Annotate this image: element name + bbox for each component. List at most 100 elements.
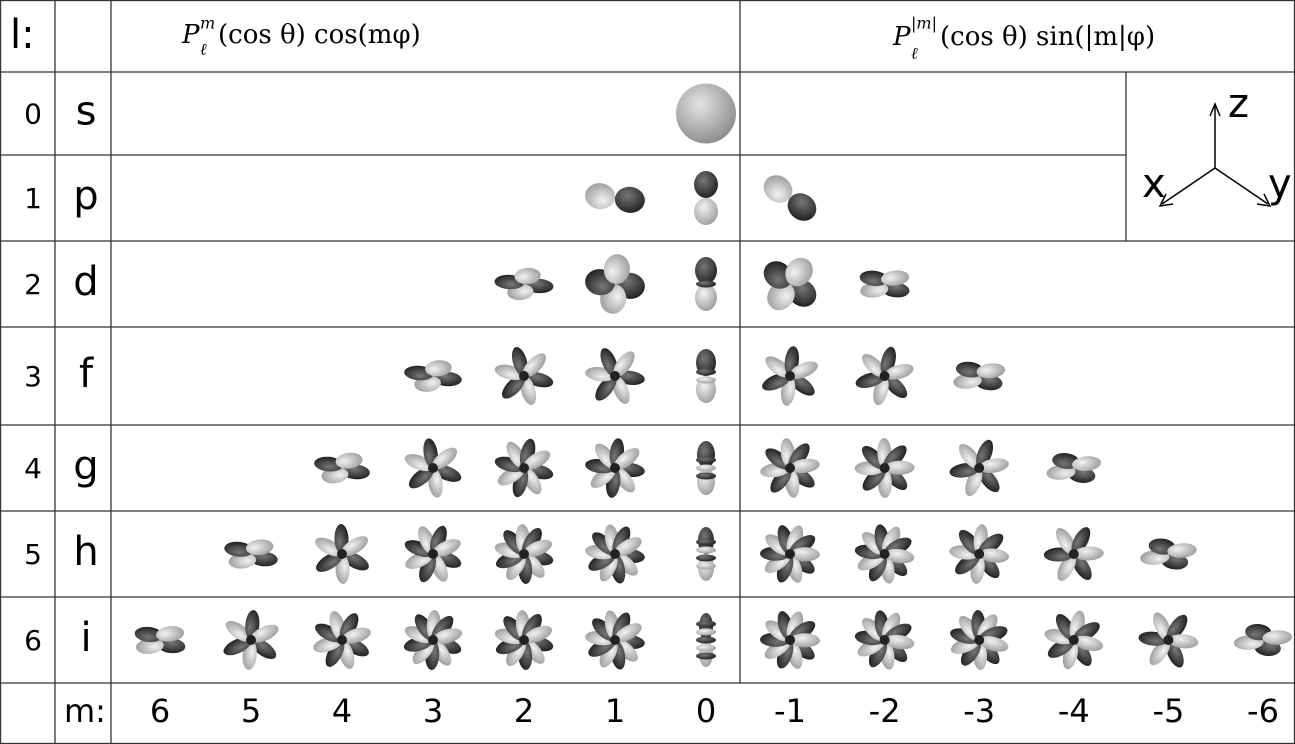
petals bbox=[494, 524, 554, 584]
m-value: 4 bbox=[332, 692, 352, 730]
orbital-glyph bbox=[949, 524, 1010, 584]
lobe bbox=[432, 447, 458, 470]
petals bbox=[494, 347, 554, 405]
lobe bbox=[603, 254, 630, 285]
core bbox=[1068, 549, 1079, 559]
orbital-glyph bbox=[1044, 610, 1104, 670]
m-value: -2 bbox=[869, 692, 901, 730]
petals bbox=[585, 254, 645, 314]
formula-sub: ℓ bbox=[200, 40, 207, 59]
petals bbox=[1233, 624, 1293, 656]
petals bbox=[855, 346, 914, 406]
core bbox=[785, 549, 795, 559]
core bbox=[879, 371, 890, 381]
core bbox=[879, 635, 890, 645]
orbital-glyph bbox=[760, 611, 820, 669]
orbital-glyph bbox=[763, 257, 817, 311]
petals bbox=[763, 257, 817, 311]
orbital-glyph bbox=[585, 438, 645, 498]
lobe bbox=[695, 257, 717, 284]
l-value: 0 bbox=[24, 98, 42, 131]
lobe bbox=[250, 638, 277, 659]
orbital-glyph bbox=[494, 524, 554, 584]
lobe bbox=[502, 374, 526, 399]
lobe bbox=[697, 441, 715, 468]
lobe bbox=[789, 374, 815, 396]
lobe bbox=[860, 282, 889, 298]
lobe bbox=[522, 353, 546, 378]
lobe bbox=[612, 375, 630, 404]
lobe bbox=[765, 356, 791, 378]
lobe bbox=[523, 450, 551, 471]
core bbox=[428, 463, 438, 473]
l-value: 1 bbox=[24, 182, 42, 215]
ring bbox=[696, 472, 716, 480]
ring bbox=[696, 280, 716, 288]
orbital-glyph bbox=[494, 267, 554, 301]
orbital-glyph bbox=[760, 438, 820, 498]
lobe bbox=[788, 443, 810, 469]
core bbox=[610, 549, 620, 559]
orbital-glyph bbox=[585, 348, 645, 404]
lobe bbox=[1165, 639, 1184, 668]
petals bbox=[760, 525, 820, 583]
l-value: 2 bbox=[24, 268, 42, 301]
orbital-glyph bbox=[1138, 612, 1199, 668]
petals bbox=[585, 183, 645, 213]
orbital-glyph bbox=[763, 175, 817, 221]
orbital-glyph bbox=[224, 539, 278, 569]
lobe bbox=[979, 636, 1009, 652]
ring bbox=[696, 620, 716, 628]
lobe bbox=[1073, 635, 1104, 651]
lobe bbox=[1057, 553, 1077, 581]
petals bbox=[859, 270, 910, 298]
orbital-glyph bbox=[1140, 538, 1197, 570]
m-value: -1 bbox=[774, 692, 806, 730]
core bbox=[785, 635, 795, 645]
lobe bbox=[881, 282, 910, 298]
lobe bbox=[881, 270, 910, 286]
petals bbox=[1046, 453, 1101, 483]
m-value: 1 bbox=[605, 692, 625, 730]
petals bbox=[950, 610, 1009, 670]
orbital-letter: h bbox=[73, 529, 98, 575]
m-value: -3 bbox=[963, 692, 995, 730]
lobe bbox=[595, 375, 617, 401]
m-value: 5 bbox=[241, 692, 261, 730]
ring bbox=[696, 636, 716, 644]
orbital-glyph bbox=[760, 525, 820, 583]
orbital-glyph bbox=[314, 452, 370, 484]
ring bbox=[696, 464, 716, 472]
core bbox=[246, 635, 256, 645]
ring bbox=[696, 562, 716, 570]
core bbox=[337, 635, 347, 645]
lobe bbox=[697, 468, 715, 495]
lobe bbox=[156, 626, 184, 642]
orbital-glyph bbox=[1046, 453, 1101, 483]
core bbox=[519, 463, 529, 473]
lobe bbox=[1071, 553, 1092, 580]
lobe bbox=[514, 267, 541, 285]
lobe bbox=[789, 547, 820, 562]
lobe bbox=[1153, 612, 1172, 641]
lobe bbox=[884, 363, 914, 380]
lobe bbox=[859, 270, 888, 286]
orbital-letter: s bbox=[76, 89, 97, 135]
petals bbox=[313, 611, 371, 669]
lobe bbox=[884, 548, 915, 564]
lobe bbox=[979, 548, 1010, 563]
lobe bbox=[335, 452, 363, 469]
petals bbox=[949, 524, 1010, 584]
petals bbox=[763, 175, 817, 221]
lobe bbox=[785, 257, 813, 287]
formula-rest: (cos θ) cos(mφ) bbox=[218, 20, 421, 50]
lobe bbox=[763, 261, 793, 289]
formula-sup: m bbox=[200, 14, 215, 33]
lobe bbox=[325, 639, 345, 667]
lobe bbox=[523, 625, 553, 643]
petals bbox=[585, 438, 645, 498]
lobe bbox=[861, 354, 886, 378]
lobe bbox=[1149, 639, 1171, 666]
core bbox=[428, 549, 438, 559]
